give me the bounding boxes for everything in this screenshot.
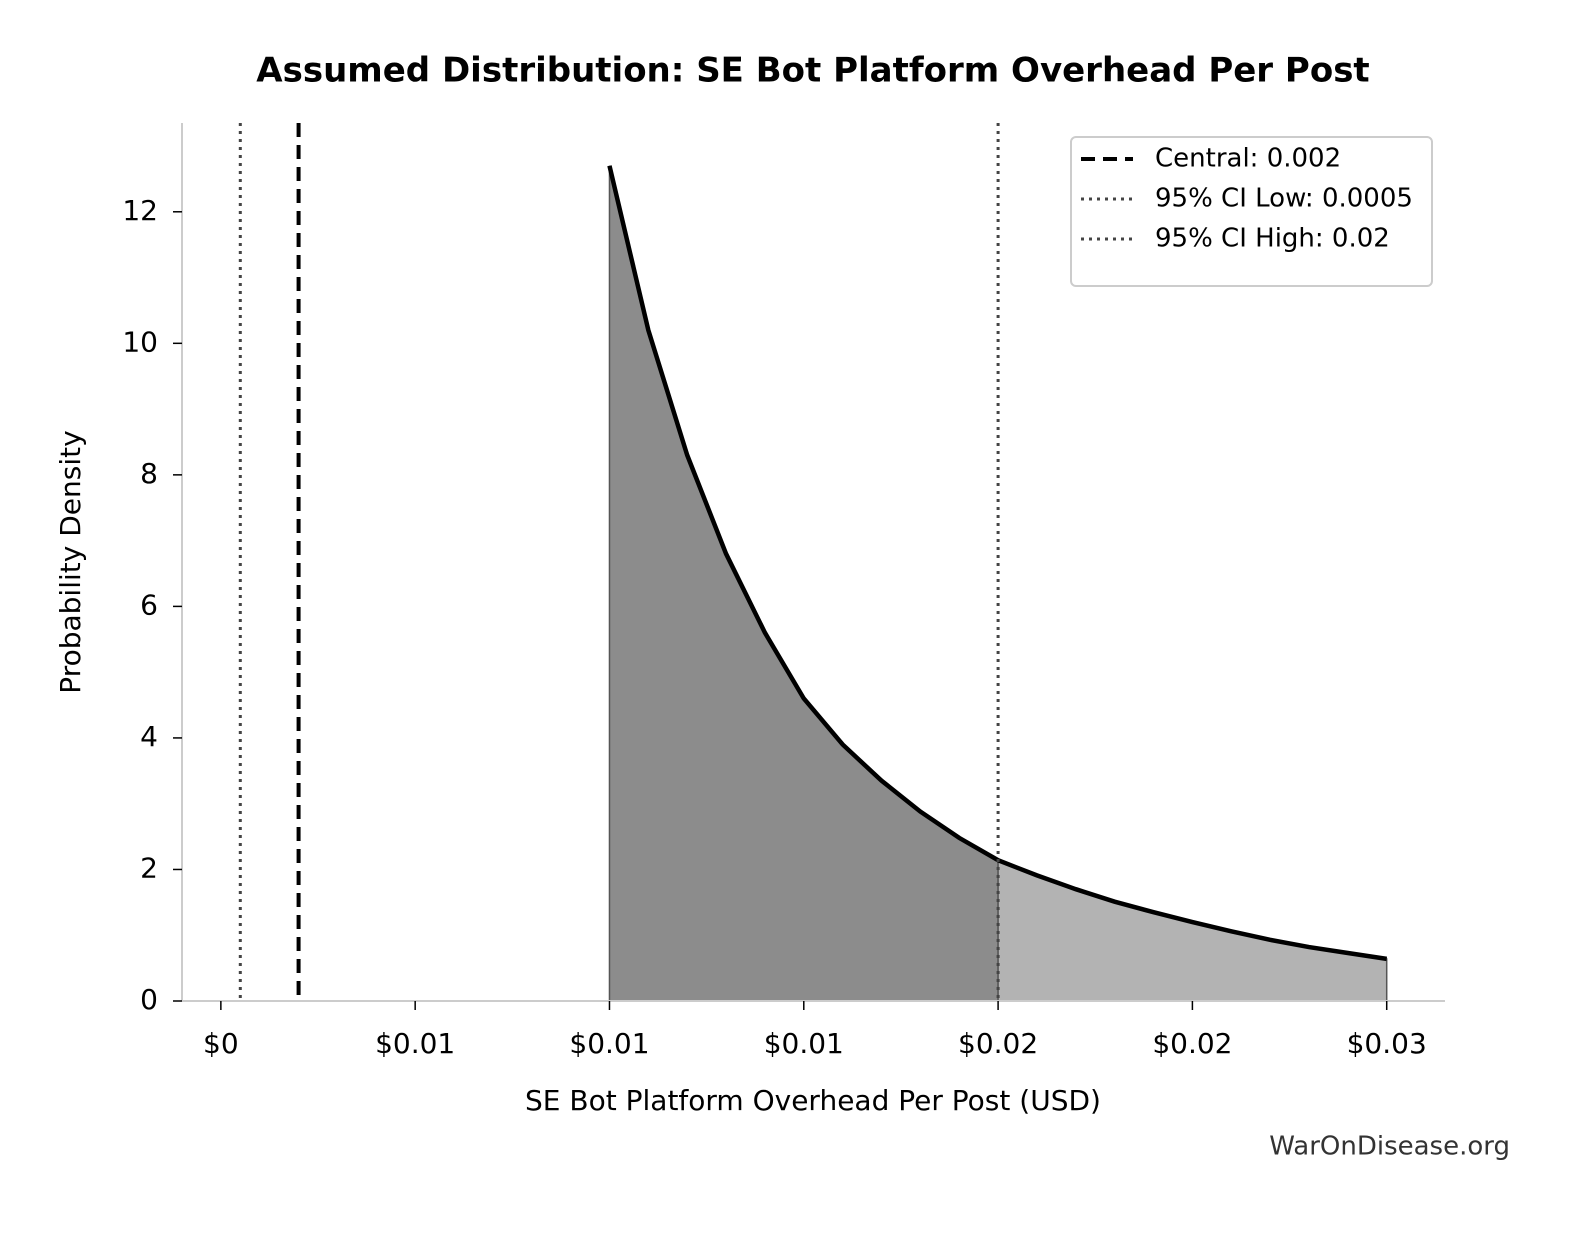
watermark: WarOnDisease.org <box>1269 1132 1510 1162</box>
y-tick-label: 2 <box>140 851 158 884</box>
chart-title: Assumed Distribution: SE Bot Platform Ov… <box>256 51 1369 91</box>
x-axis-label: SE Bot Platform Overhead Per Post (USD) <box>525 1084 1101 1117</box>
x-tick-label: $0.01 <box>764 1027 844 1060</box>
x-tick-label: $0.01 <box>569 1027 649 1060</box>
x-tick-label: $0.03 <box>1347 1027 1427 1060</box>
x-tick-label: $0.01 <box>375 1027 455 1060</box>
legend-label: 95% CI Low: 0.0005 <box>1155 184 1413 214</box>
y-tick-label: 12 <box>122 194 158 227</box>
legend-label: 95% CI High: 0.02 <box>1155 224 1390 254</box>
y-axis-label: Probability Density <box>54 430 87 693</box>
y-tick-label: 6 <box>140 588 158 621</box>
x-tick-label: $0.02 <box>958 1027 1038 1060</box>
y-tick-label: 4 <box>140 720 158 753</box>
legend-box <box>1070 136 1433 287</box>
legend-label: Central: 0.002 <box>1155 144 1341 174</box>
y-tick-label: 0 <box>140 983 158 1016</box>
y-tick-label: 10 <box>122 325 158 358</box>
x-tick-label: $0.02 <box>1152 1027 1232 1060</box>
y-tick-label: 8 <box>140 457 158 490</box>
density-fill <box>608 165 999 1002</box>
x-tick-label: $0 <box>203 1027 239 1060</box>
